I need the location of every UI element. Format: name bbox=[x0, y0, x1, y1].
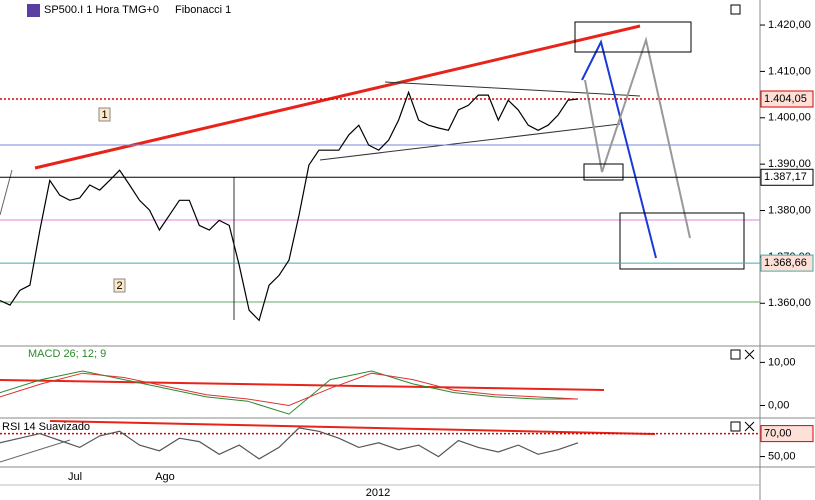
y-tick-label: 1.380,00 bbox=[768, 204, 811, 216]
trend-line bbox=[0, 379, 605, 391]
y-tick-label: 0,00 bbox=[768, 399, 789, 411]
y-tick-label: 1.410,00 bbox=[768, 65, 811, 77]
price-label: 1.368,66 bbox=[764, 257, 807, 269]
annotation: 2 bbox=[116, 280, 122, 292]
price-label-box bbox=[760, 90, 814, 108]
projection bbox=[581, 39, 657, 259]
trend-line bbox=[34, 24, 641, 170]
y-tick-label: 1.390,00 bbox=[768, 158, 811, 170]
maximize-icon[interactable] bbox=[730, 4, 741, 15]
close-icon[interactable] bbox=[744, 349, 755, 360]
projection bbox=[584, 36, 691, 239]
x-axis-title: 2012 bbox=[366, 487, 390, 499]
panel-title: RSI 14 Suavizado bbox=[2, 421, 90, 433]
x-tick-label: Ago bbox=[155, 471, 175, 483]
x-tick-label: Jul bbox=[68, 471, 82, 483]
price-label-box bbox=[760, 254, 814, 272]
y-tick-label: 10,00 bbox=[768, 356, 796, 368]
y-tick-label: 1.360,00 bbox=[768, 297, 811, 309]
target-box bbox=[583, 163, 624, 181]
y-tick-label: 1.400,00 bbox=[768, 112, 811, 124]
data-line bbox=[0, 90, 579, 322]
annotation-box bbox=[113, 278, 126, 293]
y-tick-label: 1.420,00 bbox=[768, 19, 811, 31]
chart-title: SP500.I 1 Hora TMG+0 bbox=[44, 4, 159, 16]
trend-line bbox=[384, 81, 641, 97]
data-line bbox=[0, 370, 578, 415]
trend-line bbox=[0, 439, 71, 463]
panel-title: MACD 26; 12; 9 bbox=[28, 348, 106, 360]
price-label-box bbox=[760, 425, 814, 443]
maximize-icon[interactable] bbox=[730, 421, 741, 432]
price-label-box bbox=[760, 168, 814, 186]
y-tick-label: 50,00 bbox=[768, 450, 796, 462]
price-label: 1.404,05 bbox=[764, 93, 807, 105]
annotation: 1 bbox=[101, 109, 107, 121]
trend-line bbox=[319, 123, 621, 161]
price-label: 70,00 bbox=[764, 428, 792, 440]
price-label: 1.387,17 bbox=[764, 171, 807, 183]
maximize-icon[interactable] bbox=[730, 349, 741, 360]
target-box bbox=[619, 212, 745, 270]
trend-line bbox=[49, 420, 656, 435]
chart-subtitle: Fibonacci 1 bbox=[175, 4, 231, 16]
target-box bbox=[574, 21, 692, 53]
data-line bbox=[0, 427, 579, 460]
annotation-box bbox=[98, 107, 111, 122]
symbol-icon bbox=[27, 4, 40, 17]
close-icon[interactable] bbox=[744, 421, 755, 432]
data-line bbox=[0, 372, 579, 407]
